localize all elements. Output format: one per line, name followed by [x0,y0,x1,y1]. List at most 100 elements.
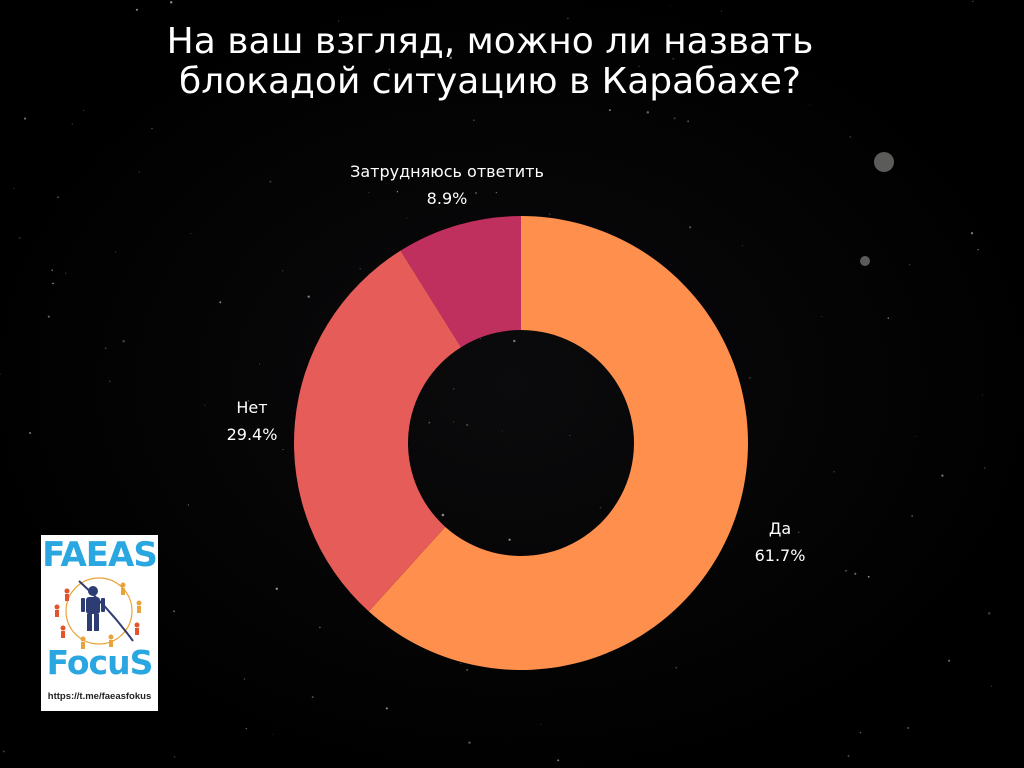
star [557,759,560,762]
distant-planet [860,256,870,266]
star [385,707,388,710]
star [845,569,847,572]
star [114,251,116,253]
star [51,269,53,271]
star [71,123,73,125]
star [990,685,993,687]
slice-value-label-2: 29.4% [227,425,278,444]
star [172,28,174,30]
star [190,233,192,234]
star [646,111,650,114]
logo-url-text: https://t.me/faeasfokus [47,691,152,702]
star [282,270,284,272]
star [104,347,107,350]
star [247,399,250,402]
star [505,39,507,41]
star [13,187,15,189]
star [982,394,983,396]
star [638,65,640,68]
star [368,191,370,194]
star [453,421,455,423]
star [495,191,498,194]
star [911,515,913,517]
star [970,232,974,235]
chart-title-line-1: На ваш взгляд, можно ли назвать [166,21,814,62]
star [204,404,206,406]
star [396,191,399,193]
faeas-focus-logo: FAEAS FocuS https://t.me/faeasfokus [41,535,158,711]
star [948,659,951,662]
star [634,75,635,77]
star [245,727,247,730]
distant-planet [874,152,894,172]
star [311,696,314,699]
star [449,56,453,60]
star [608,109,611,112]
slice-label-3: Затрудняюсь ответить [350,162,544,181]
chart-title: На ваш взгляд, можно ли назвать блокадой… [0,22,980,102]
logo-word-bottom: FocuS [46,643,154,682]
star [428,421,431,424]
star [459,662,462,665]
logo-word-top: FAEAS [42,535,158,575]
star [821,316,823,317]
star [0,373,1,376]
star [887,317,890,319]
star [272,734,274,735]
star [915,436,917,437]
star [468,741,471,744]
star [501,430,503,432]
star [984,467,986,469]
star [138,171,141,173]
star [465,423,469,427]
star [867,575,870,578]
star [854,572,857,575]
star [749,377,751,379]
star [741,245,743,247]
star [2,750,5,753]
star [466,668,469,671]
slice-label-2: Нет [236,398,267,417]
star [282,449,284,451]
donut-slice-1 [368,216,748,670]
star [108,380,111,383]
star [307,295,310,298]
star [269,180,272,183]
star [173,756,176,758]
star [135,8,138,11]
star [548,213,551,216]
star [907,727,909,729]
star [441,513,445,517]
slice-label-1: Да [769,519,791,538]
star [347,79,350,82]
star [672,57,675,60]
star [479,337,482,340]
star [599,506,602,509]
star [219,301,222,304]
star [231,433,234,436]
star [987,612,991,615]
star [151,127,153,130]
star [859,731,862,734]
star [301,766,302,768]
star [319,626,321,629]
star [243,678,246,680]
star [798,531,800,533]
star [23,117,27,120]
star [833,470,835,473]
star [673,117,676,120]
star [669,5,671,7]
star [472,119,475,122]
star [179,37,182,40]
star [122,339,125,343]
star [57,196,59,199]
star [941,474,944,477]
star [849,136,851,138]
slice-value-label-1: 61.7% [755,546,806,565]
donut-slice-3 [400,216,521,348]
star [338,20,339,22]
star [173,610,176,613]
star [675,667,677,669]
